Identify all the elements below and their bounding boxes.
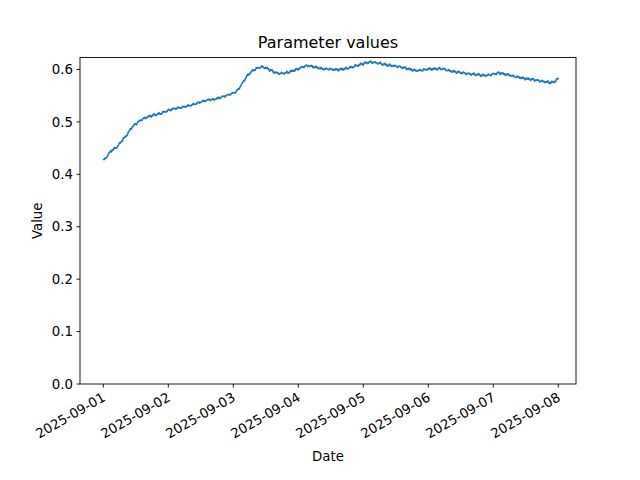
y-ticks: 0.0 0.1 0.2 0.3 0.4 0.5 0.6: [52, 62, 80, 391]
x-tick-label: 2025-09-06: [358, 390, 433, 442]
x-tick-label: 2025-09-08: [488, 390, 563, 442]
y-tick-label: 0.3: [52, 219, 73, 234]
y-tick-label: 0.4: [52, 167, 73, 182]
plot-area: [80, 58, 576, 385]
x-tick-label: 2025-09-05: [293, 390, 368, 442]
y-tick-label: 0.6: [52, 62, 73, 77]
y-tick-label: 0.0: [52, 377, 73, 392]
x-tick-label: 2025-09-02: [98, 390, 173, 442]
chart-title: Parameter values: [258, 33, 398, 52]
line-chart: 0.00.10.20.30.40.50.6 2025-09-012025-09-…: [0, 0, 640, 480]
y-axis-label: Value: [30, 202, 45, 239]
figure: 0.00.10.20.30.40.50.6 2025-09-012025-09-…: [0, 0, 640, 480]
x-tick-label: 2025-09-07: [423, 390, 498, 442]
x-tick-label: 2025-09-04: [228, 390, 303, 442]
y-tick-label: 0.5: [52, 115, 73, 130]
y-tick-label: 0.1: [52, 324, 73, 339]
y-tick-label: 0.2: [52, 272, 73, 287]
x-axis-label: Date: [312, 449, 344, 464]
x-tick-label: 2025-09-01: [33, 390, 108, 442]
x-tick-label: 2025-09-03: [163, 390, 238, 442]
x-ticks: 2025-09-012025-09-022025-09-032025-09-04…: [33, 384, 563, 441]
